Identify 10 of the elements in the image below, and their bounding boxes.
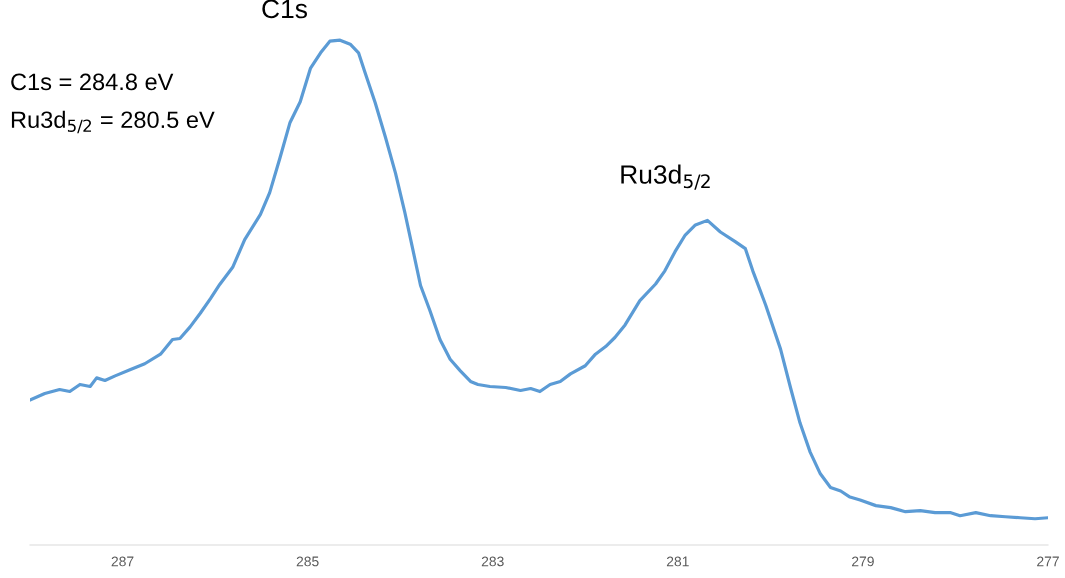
x-tick-label: 287: [111, 556, 134, 567]
annotation: Ru3d$_{5/2}$: [621, 164, 710, 190]
x-tick-label: 279: [852, 556, 874, 567]
annotation: Ru3d$_{5/2}$ = 280.5 eV: [11, 110, 215, 134]
x-tick-label: 283: [481, 556, 504, 567]
x-tick-label: 277: [1037, 556, 1059, 567]
annotation: C1s: [262, 0, 307, 19]
x-tick-label: 285: [296, 556, 319, 567]
annotation: C1s = 284.8 eV: [11, 73, 174, 91]
x-tick-label: 281: [666, 556, 689, 567]
